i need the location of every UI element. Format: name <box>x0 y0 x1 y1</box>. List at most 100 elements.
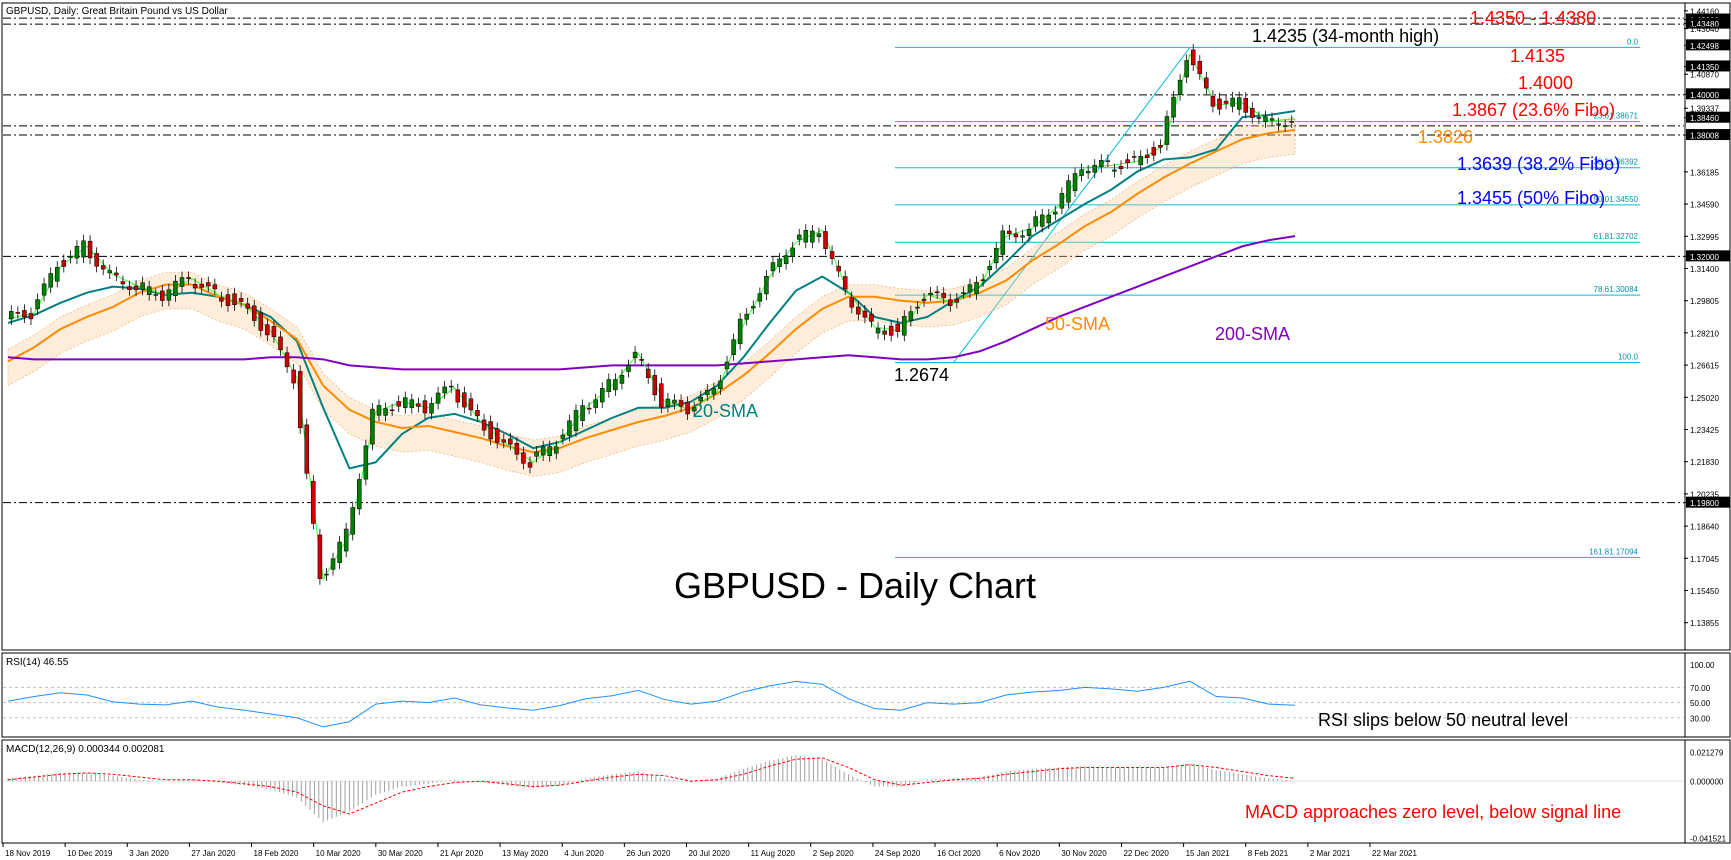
x-tick-label: 16 Oct 2020 <box>937 849 981 858</box>
candle-body <box>1236 97 1242 110</box>
candle-body <box>888 325 894 336</box>
candle-body <box>842 276 848 290</box>
candle-body <box>74 245 80 259</box>
candle-body <box>324 573 329 576</box>
y-tick-label: 1.40870 <box>1690 71 1719 80</box>
candle-body <box>1289 121 1294 123</box>
candle-body <box>304 424 310 474</box>
candle-body <box>698 396 703 402</box>
candle-body <box>987 265 992 271</box>
candle-body <box>1269 118 1275 121</box>
candle-body <box>508 438 513 445</box>
fibo-label: 38.21.36392 <box>1594 158 1639 167</box>
candle-body <box>1210 95 1216 107</box>
annotation-1-4135: 1.4135 <box>1510 46 1565 66</box>
candle-body <box>1204 77 1209 89</box>
y-tick-label: 1.32000 <box>1690 253 1719 262</box>
candle-body <box>455 389 461 403</box>
macd-y-tick-label: 0.021279 <box>1690 749 1724 758</box>
candle-body <box>1118 166 1124 170</box>
candle-body <box>337 541 342 564</box>
candle-body <box>1020 235 1025 238</box>
candle-body <box>803 229 809 243</box>
x-tick-label: 10 Dec 2019 <box>67 849 113 858</box>
annotation-1-4000: 1.4000 <box>1518 73 1573 93</box>
rsi-annotation: RSI slips below 50 neutral level <box>1318 710 1568 730</box>
candle-body <box>376 405 382 416</box>
fibo-label: 61.81.32702 <box>1594 232 1639 241</box>
candle-body <box>468 398 474 411</box>
annotation-low-1-2674: 1.2674 <box>894 365 949 385</box>
y-tick-label: 1.38460 <box>1690 114 1719 123</box>
candle-body <box>593 399 598 408</box>
candle-body <box>15 312 21 314</box>
candle-body <box>928 292 933 296</box>
candle-body <box>475 410 480 417</box>
candle-body <box>383 408 388 416</box>
candle-body <box>980 279 986 281</box>
annotation-fibo-23-6: 1.3867 (23.6% Fibo) <box>1452 100 1615 120</box>
x-tick-label: 13 May 2020 <box>502 849 549 858</box>
fibo-label: 161.81.17094 <box>1589 547 1638 556</box>
x-tick-label: 18 Feb 2020 <box>254 849 299 858</box>
rsi-pane <box>1 652 1731 738</box>
candle-body <box>645 368 651 379</box>
candle-body <box>1145 154 1150 158</box>
candle-body <box>1197 60 1203 74</box>
x-tick-label: 21 Apr 2020 <box>440 849 484 858</box>
x-tick-label: 18 Nov 2019 <box>5 849 51 858</box>
y-tick-label: 1.26615 <box>1690 362 1719 371</box>
candle-body <box>1079 169 1084 176</box>
y-tick-label: 1.28210 <box>1690 329 1719 338</box>
candle-body <box>271 326 277 338</box>
fibo-label: 50.01.34550 <box>1594 195 1639 204</box>
candle-body <box>186 277 191 279</box>
ichimoku-cloud <box>7 117 1296 477</box>
candle-body <box>908 311 914 321</box>
y-tick-label: 1.43040 <box>1690 25 1719 34</box>
candle-body <box>567 420 572 436</box>
candle-body <box>245 303 250 309</box>
x-tick-label: 10 Mar 2020 <box>316 849 361 858</box>
candle-body <box>652 375 658 396</box>
candle-body <box>396 401 401 407</box>
candle-body <box>173 280 178 296</box>
candle-body <box>1177 79 1183 95</box>
candle-body <box>744 313 749 320</box>
y-tick-label: 1.29805 <box>1690 297 1719 306</box>
candle-body <box>1092 164 1097 173</box>
candle-body <box>1053 211 1058 215</box>
candle-body <box>422 400 428 414</box>
candle-body <box>140 282 145 290</box>
candle-body <box>547 446 552 457</box>
fibo-label: 23.61.38671 <box>1594 112 1639 121</box>
candle-body <box>659 383 664 408</box>
x-tick-label: 11 Aug 2020 <box>751 849 796 858</box>
candle-body <box>613 379 618 391</box>
candle-body <box>363 445 369 480</box>
label-20-sma: 20-SMA <box>693 401 758 421</box>
candle-body <box>961 292 966 294</box>
candle-body <box>573 410 579 432</box>
candle-body <box>724 361 730 370</box>
y-tick-label: 1.42498 <box>1690 42 1719 51</box>
candle-body <box>179 277 185 287</box>
candle-body <box>836 265 841 272</box>
macd-signal-line <box>7 757 1296 815</box>
rsi-y-tick-label: 100.00 <box>1690 661 1715 670</box>
fibo-trendline <box>953 47 1191 363</box>
candle-body <box>586 407 592 410</box>
candle-body <box>1105 160 1111 162</box>
x-tick-label: 22 Mar 2021 <box>1372 849 1417 858</box>
candle-body <box>711 388 717 395</box>
fibo-label: 0.0 <box>1627 37 1639 46</box>
macd-title: MACD(12,26,9) 0.000344 0.002081 <box>6 744 165 755</box>
rsi-line <box>7 680 1296 728</box>
y-tick-label: 1.32995 <box>1690 233 1719 242</box>
candle-body <box>54 267 60 282</box>
x-tick-label: 6 Nov 2020 <box>999 849 1040 858</box>
candle-body <box>691 407 697 412</box>
y-tick-label: 1.39337 <box>1690 105 1719 114</box>
candle-body <box>462 392 467 408</box>
